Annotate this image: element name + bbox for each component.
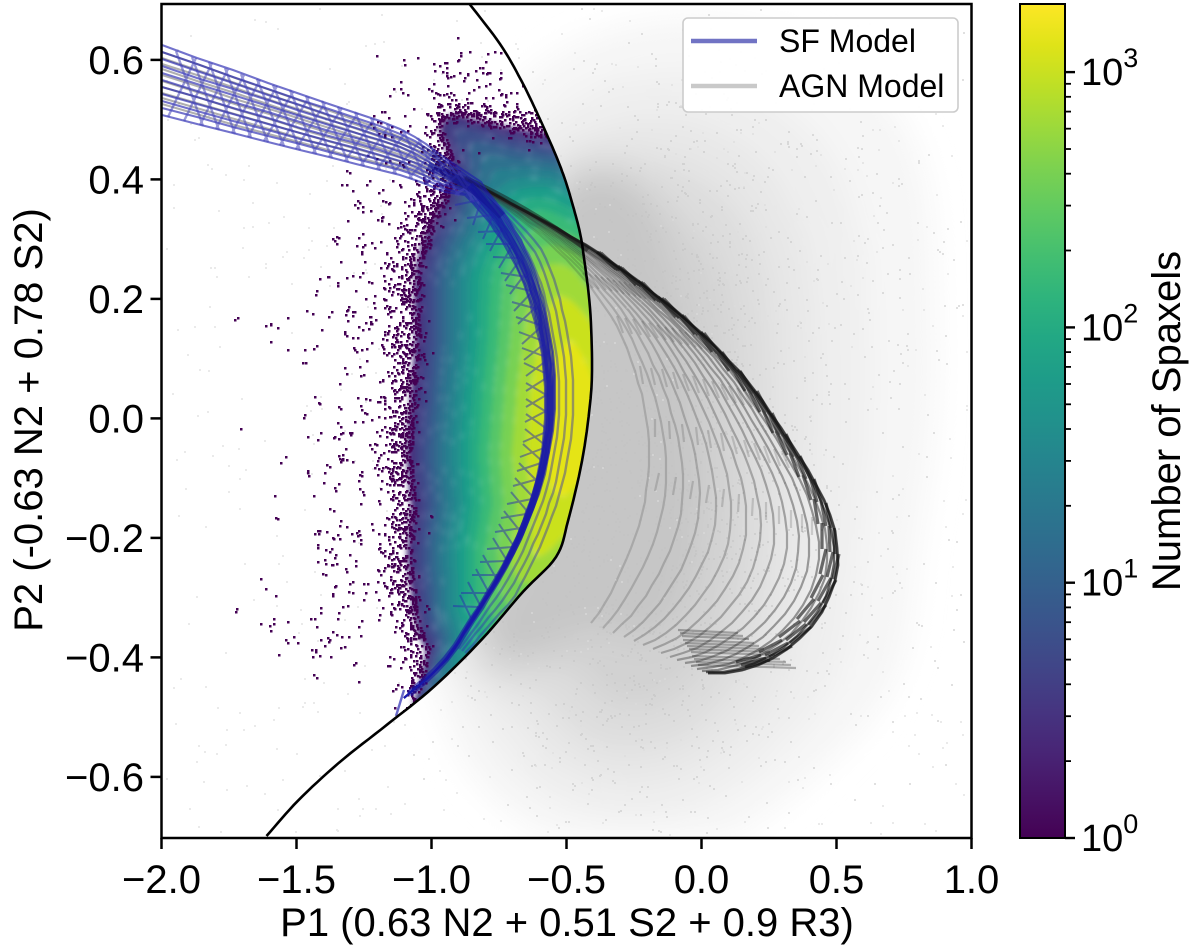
svg-text:0.5: 0.5 — [809, 858, 865, 902]
svg-text:0.0: 0.0 — [674, 858, 730, 902]
svg-text:Number of Spaxels: Number of Spaxels — [1145, 251, 1189, 591]
svg-text:P2 (-0.63 N2 + 0.78 S2): P2 (-0.63 N2 + 0.78 S2) — [7, 208, 51, 632]
svg-text:0.0: 0.0 — [88, 397, 144, 441]
svg-text:0.4: 0.4 — [88, 158, 144, 202]
svg-text:P1 (0.63 N2 + 0.51 S2 + 0.9 R3: P1 (0.63 N2 + 0.51 S2 + 0.9 R3) — [280, 901, 854, 945]
svg-text:0.2: 0.2 — [88, 278, 144, 322]
svg-text:−0.2: −0.2 — [65, 517, 144, 561]
svg-text:1.0: 1.0 — [944, 858, 1000, 902]
svg-text:AGN Model: AGN Model — [779, 68, 944, 104]
svg-text:−1.5: −1.5 — [257, 858, 336, 902]
svg-text:−0.4: −0.4 — [65, 636, 144, 680]
svg-text:−0.5: −0.5 — [527, 858, 606, 902]
svg-text:0.6: 0.6 — [88, 39, 144, 83]
svg-text:−0.6: −0.6 — [65, 756, 144, 800]
svg-text:−2.0: −2.0 — [122, 858, 201, 902]
svg-text:SF Model: SF Model — [779, 23, 916, 59]
svg-text:−1.0: −1.0 — [392, 858, 471, 902]
